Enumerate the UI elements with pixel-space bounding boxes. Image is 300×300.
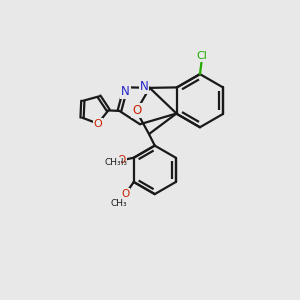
Text: CH₃: CH₃ bbox=[111, 199, 128, 208]
Text: Cl: Cl bbox=[196, 51, 207, 61]
Text: N: N bbox=[140, 80, 148, 93]
Text: O: O bbox=[93, 118, 102, 129]
Text: CH₃: CH₃ bbox=[104, 158, 121, 166]
Text: N: N bbox=[122, 85, 130, 98]
Text: O: O bbox=[132, 104, 142, 117]
Text: O: O bbox=[121, 189, 130, 199]
Text: CH₃: CH₃ bbox=[112, 158, 127, 166]
Text: O: O bbox=[118, 155, 126, 165]
